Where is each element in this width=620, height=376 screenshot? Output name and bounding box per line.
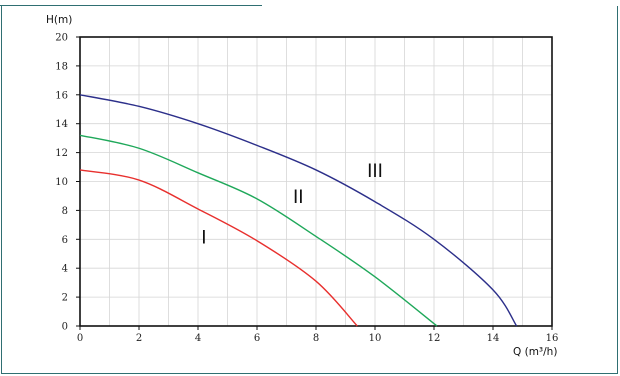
x-tick-label: 8	[313, 333, 319, 344]
y-tick-label: 10	[55, 177, 68, 188]
curve-label-iii: III	[367, 161, 383, 182]
curve-iii	[79, 94, 518, 327]
x-tick-label: 4	[195, 333, 201, 344]
top-accent-line	[0, 0, 262, 6]
y-axis-ticks: 0 2 4 6 8 10 12 14 16 18 20	[55, 33, 80, 333]
x-tick-label: 10	[369, 333, 382, 344]
y-axis-label: H(m)	[46, 14, 72, 26]
x-tick-label: 16	[546, 333, 559, 344]
curve-i	[79, 169, 358, 327]
y-tick-label: 6	[62, 235, 68, 246]
curve-label-i: I	[201, 228, 206, 249]
series-curves	[79, 94, 518, 327]
curve-label-ii: II	[293, 187, 304, 208]
y-tick-label: 8	[62, 206, 68, 217]
curve-ii	[79, 134, 438, 327]
y-tick-label: 14	[55, 119, 68, 130]
y-tick-label: 4	[62, 264, 68, 275]
x-tick-label: 6	[254, 333, 260, 344]
x-tick-label: 12	[428, 333, 441, 344]
y-tick-label: 0	[62, 322, 68, 333]
y-tick-label: 2	[62, 293, 68, 304]
x-tick-label: 0	[77, 333, 83, 344]
x-axis-label: Q (m³/h)	[513, 346, 557, 358]
frame-border	[1, 6, 618, 374]
x-tick-label: 2	[136, 333, 142, 344]
y-tick-label: 16	[55, 90, 68, 101]
y-tick-label: 18	[55, 61, 68, 72]
grid	[80, 37, 552, 326]
y-tick-label: 12	[55, 148, 68, 159]
x-axis-ticks: 0 2 4 6 8 10 12 14 16	[77, 326, 559, 344]
x-tick-label: 14	[487, 333, 500, 344]
y-tick-label: 20	[55, 33, 68, 44]
